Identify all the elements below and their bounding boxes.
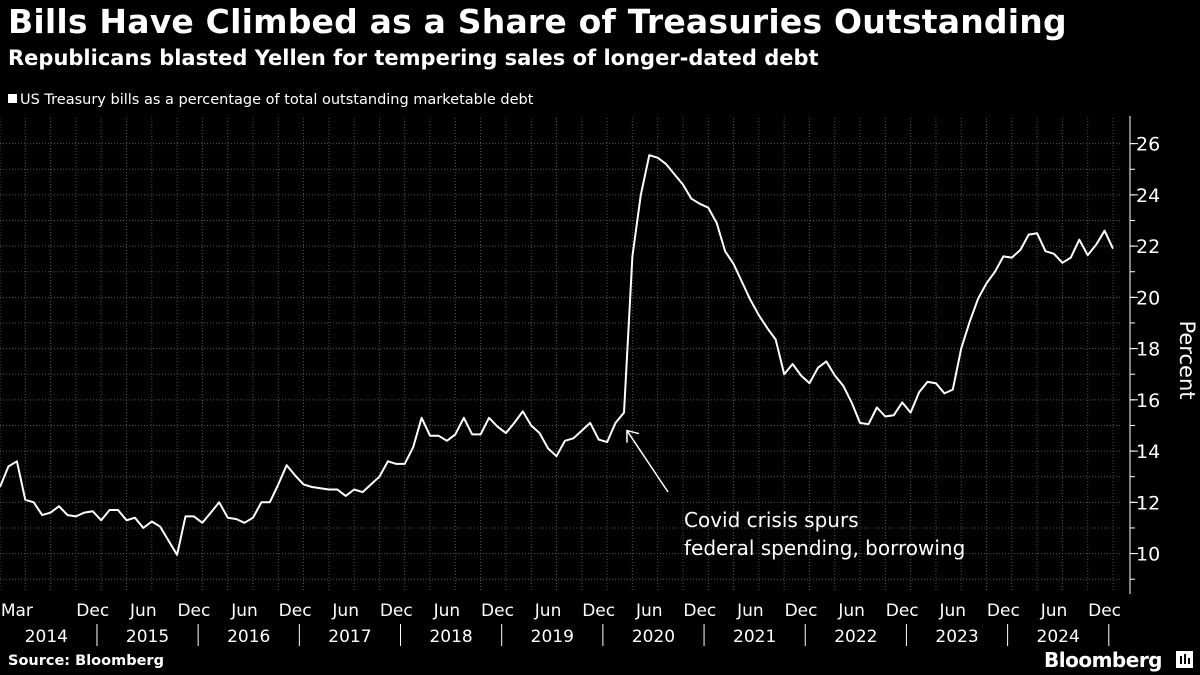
chart-title: Bills Have Climbed as a Share of Treasur… [8,2,1067,41]
x-year-label: 2016 [227,627,270,647]
x-tick-label: Dec [177,601,210,621]
series-layer [0,154,1114,556]
annotation-text: Covid crisis spurs [684,508,859,532]
y-tick-label: 26 [1136,134,1160,156]
grid-lines [0,118,1120,592]
source-note: Source: Bloomberg [8,653,164,669]
x-tick-label: Jun [433,601,461,621]
brand-logo: Bloomberg [1044,648,1162,672]
legend-label: US Treasury bills as a percentage of tot… [20,92,534,108]
x-year-label: 2020 [632,627,675,647]
x-year-label: 2024 [1037,627,1080,647]
y-tick-label: 20 [1136,287,1160,309]
x-year-label: 2015 [126,627,169,647]
x-tick-label: Mar [1,601,33,621]
x-tick-label: Jun [736,601,764,621]
x-tick-label: Jun [534,601,562,621]
x-axis: Mar Dec Jun Dec Jun Dec Jun Dec Jun Dec Jun Dec Jun D… [1,601,1121,647]
x-tick-label: Dec [279,601,312,621]
x-tick-label: Jun [230,601,258,621]
x-year-label: 2018 [429,627,472,647]
x-tick-label: Dec [380,601,413,621]
x-tick-label: Jun [1040,601,1068,621]
legend: US Treasury bills as a percentage of tot… [8,92,533,108]
y-tick-label: 22 [1136,236,1160,258]
x-year-label: 2023 [935,627,978,647]
y-tick-label: 14 [1136,441,1160,463]
annotation: Covid crisis spurs federal spending, borr… [626,429,965,560]
x-tick-label: Jun [837,601,865,621]
bloomberg-terminal-icon [1176,651,1193,668]
x-year-label: 2017 [328,627,371,647]
annotation-arrow-line [626,430,669,493]
x-year-label: 2021 [733,627,776,647]
annotation-arrowhead [626,429,640,443]
y-tick-labels: 10 12 14 16 18 20 22 24 26 [1136,134,1160,566]
y-tick-label: 12 [1136,492,1160,514]
x-year-label: 2019 [531,627,574,647]
y-tick-label: 16 [1136,390,1160,412]
annotation-text: federal spending, borrowing [684,536,965,560]
x-tick-label: Dec [582,601,615,621]
x-tick-label: Dec [785,601,818,621]
x-tick-label: Jun [635,601,663,621]
x-tick-label: Jun [939,601,967,621]
x-year-label: 2014 [25,627,68,647]
y-axis [1129,116,1138,594]
x-tick-label: Jun [331,601,359,621]
x-tick-label: Jun [129,601,157,621]
y-tick-label: 10 [1136,544,1160,566]
x-tick-label: Dec [76,601,109,621]
y-axis-label: Percent [1175,320,1199,399]
x-tick-label: Dec [1088,601,1121,621]
chart-subtitle: Republicans blasted Yellen for tempering… [8,46,819,70]
x-tick-label: Dec [987,601,1020,621]
data-line [0,154,1114,556]
y-tick-label: 24 [1136,185,1160,207]
x-tick-label: Dec [683,601,716,621]
x-tick-label: Dec [481,601,514,621]
legend-swatch [8,94,17,103]
x-tick-label: Dec [886,601,919,621]
x-year-label: 2022 [834,627,877,647]
y-tick-label: 18 [1136,339,1160,361]
